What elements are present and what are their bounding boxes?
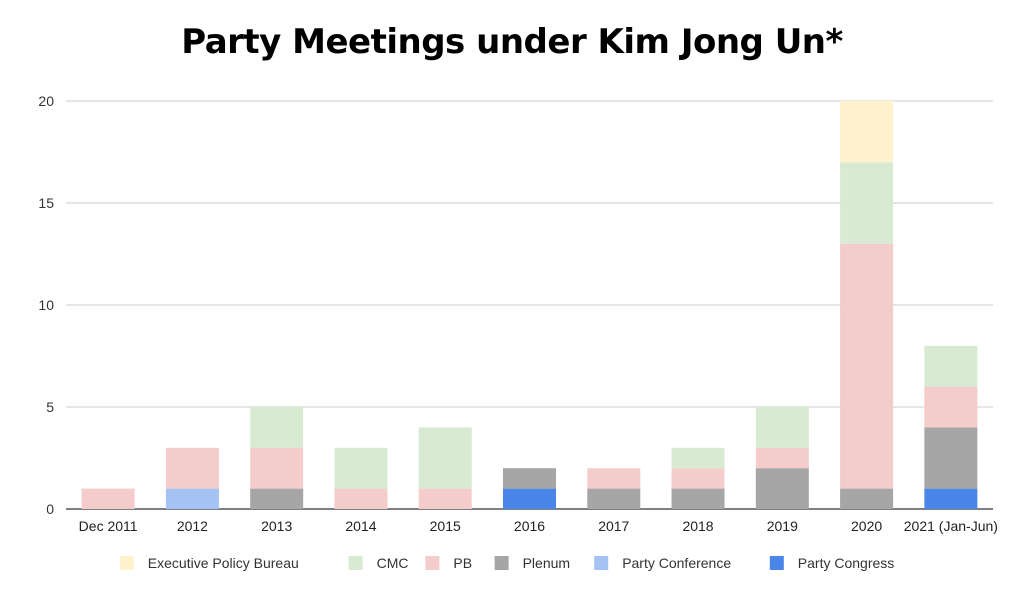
chart-title: Party Meetings under Kim Jong Un* bbox=[181, 22, 843, 62]
legend-swatch bbox=[119, 556, 134, 570]
x-tick-label: 2013 bbox=[261, 518, 292, 534]
bar-segment bbox=[250, 407, 304, 448]
y-tick-label: 0 bbox=[46, 501, 54, 517]
x-tick-label: 2017 bbox=[598, 518, 629, 534]
bar-segment bbox=[671, 468, 725, 489]
bar-segment bbox=[334, 488, 388, 509]
y-tick-label: 20 bbox=[38, 93, 54, 109]
bar-segment bbox=[755, 407, 809, 448]
legend-label: Plenum bbox=[523, 555, 570, 571]
bar-segment bbox=[671, 488, 725, 509]
bar-segment bbox=[755, 447, 809, 469]
x-tick-label: 2012 bbox=[177, 518, 208, 534]
bar-segment bbox=[840, 101, 894, 163]
bar-segment bbox=[418, 488, 472, 509]
y-tick-label: 15 bbox=[38, 195, 54, 211]
bar-segment bbox=[755, 468, 809, 509]
bar-segment bbox=[250, 447, 304, 489]
x-tick-label: 2015 bbox=[430, 518, 461, 534]
legend-label: Party Conference bbox=[622, 555, 731, 571]
legend-swatch bbox=[494, 556, 509, 570]
bar-segment bbox=[250, 488, 304, 509]
x-tick-label: 2016 bbox=[514, 518, 545, 534]
bar-segment bbox=[418, 427, 472, 489]
legend-label: Executive Policy Bureau bbox=[148, 555, 299, 571]
bar-segment bbox=[81, 488, 135, 509]
legend-swatch bbox=[348, 556, 363, 570]
bar-segment bbox=[334, 447, 388, 489]
bar-segment bbox=[924, 488, 978, 509]
bar-segment bbox=[840, 243, 894, 489]
bar-segment bbox=[587, 468, 641, 489]
legend-label: PB bbox=[453, 555, 472, 571]
x-tick-label: 2021 (Jan-Jun) bbox=[904, 518, 998, 534]
bar-segment bbox=[587, 488, 641, 509]
x-tick-label: Dec 2011 bbox=[79, 518, 138, 534]
legend-label: Party Congress bbox=[798, 555, 894, 571]
x-tick-label: 2014 bbox=[345, 518, 376, 534]
bar-segment bbox=[165, 488, 219, 509]
legend-swatch bbox=[769, 556, 784, 570]
legend-swatch bbox=[425, 556, 440, 570]
bar-segment bbox=[671, 447, 725, 469]
bar-segment bbox=[165, 447, 219, 489]
bar-segment bbox=[924, 386, 978, 428]
x-tick-label: 2019 bbox=[767, 518, 798, 534]
bar-segment bbox=[840, 488, 894, 509]
bar-segment bbox=[503, 488, 556, 509]
legend-swatch bbox=[594, 556, 609, 570]
y-tick-label: 10 bbox=[38, 297, 54, 313]
x-tick-label: 2018 bbox=[682, 518, 713, 534]
bar-segment bbox=[840, 162, 894, 244]
x-tick-label: 2020 bbox=[851, 518, 882, 534]
legend-label: CMC bbox=[377, 555, 409, 571]
y-tick-label: 5 bbox=[46, 399, 54, 415]
bar-segment bbox=[924, 345, 978, 387]
bar-segment bbox=[503, 468, 556, 489]
bar-segment bbox=[924, 427, 978, 489]
